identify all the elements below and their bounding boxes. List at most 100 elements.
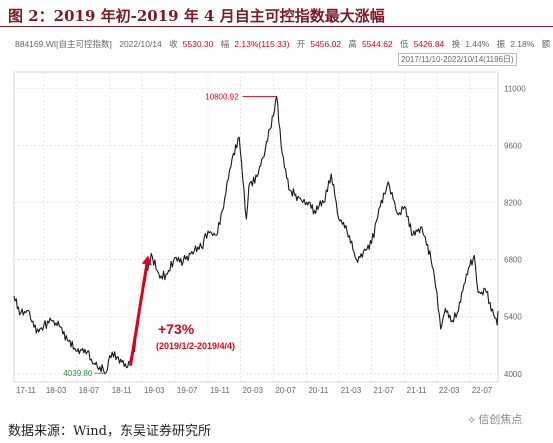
data-point bbox=[215, 234, 217, 236]
data-point bbox=[289, 189, 291, 191]
data-point bbox=[19, 314, 21, 316]
title-divider bbox=[0, 26, 553, 27]
high-value: 5544.62 bbox=[361, 39, 393, 49]
y-tick-label: 11000 bbox=[504, 84, 526, 93]
data-point bbox=[150, 253, 152, 254]
data-point bbox=[52, 320, 53, 322]
watermark-text: 信创焦点 bbox=[478, 414, 523, 426]
data-point bbox=[191, 251, 193, 252]
y-tick-label: 8200 bbox=[504, 199, 522, 208]
data-point bbox=[299, 197, 301, 199]
index-line-chart: 4000 5400 6800 8200 9600 11000 17-11 18-03 18-07… bbox=[13, 71, 526, 395]
open-value: 5456.02 bbox=[310, 39, 342, 49]
watermark: ⟡ 信创焦点 bbox=[468, 414, 523, 426]
x-tick-label: 21-03 bbox=[341, 386, 362, 395]
data-point bbox=[473, 255, 475, 257]
data-point bbox=[281, 153, 283, 155]
data-point bbox=[363, 251, 364, 252]
data-point bbox=[430, 259, 432, 261]
x-tick-label: 22-03 bbox=[439, 386, 460, 395]
period-label: (2019/1/2-2019/4/4) bbox=[156, 341, 235, 351]
gain-label: +73% bbox=[158, 321, 195, 337]
amplitude-value: 2.18% bbox=[510, 39, 535, 49]
data-point bbox=[174, 257, 176, 259]
data-point bbox=[76, 350, 78, 352]
data-point bbox=[412, 234, 414, 236]
index-code: 884169.WI[自主可控指数] bbox=[15, 39, 112, 49]
x-tick-label: 19-07 bbox=[177, 386, 198, 395]
data-point bbox=[451, 320, 453, 322]
data-point bbox=[338, 218, 340, 220]
x-tick-label: 18-03 bbox=[46, 386, 67, 395]
data-point bbox=[371, 242, 373, 244]
data-point bbox=[477, 291, 479, 293]
data-point bbox=[60, 326, 61, 328]
data-point bbox=[485, 291, 487, 293]
x-tick-label: 18-07 bbox=[79, 386, 100, 395]
figure-title: 图 2：2019 年初-2019 年 4 月自主可控指数最大涨幅 bbox=[8, 7, 385, 25]
data-point bbox=[182, 261, 184, 263]
data-point bbox=[93, 363, 95, 365]
y-tick-label: 6800 bbox=[504, 256, 522, 265]
data-point bbox=[159, 277, 161, 279]
gain-arrow-head bbox=[141, 255, 152, 266]
data-point bbox=[274, 108, 276, 110]
data-point bbox=[436, 291, 438, 293]
data-point bbox=[456, 312, 458, 314]
data-point bbox=[13, 295, 15, 297]
data-point bbox=[84, 348, 86, 350]
data-point bbox=[27, 310, 29, 312]
data-point bbox=[404, 206, 406, 208]
turnover-value: 1.44% bbox=[465, 39, 490, 49]
x-tick-label: 22-07 bbox=[472, 386, 493, 395]
low-label: 低 bbox=[400, 39, 409, 49]
low-value: 5426.84 bbox=[413, 39, 445, 49]
y-tick-label: 5400 bbox=[504, 313, 522, 322]
data-point bbox=[109, 355, 111, 356]
data-point bbox=[397, 214, 399, 216]
plot-frame bbox=[13, 71, 499, 383]
data-point bbox=[330, 173, 332, 175]
change-value: 2.13%(115.33) bbox=[234, 39, 290, 49]
data-point bbox=[356, 259, 357, 261]
data-point bbox=[306, 202, 308, 203]
open-label: 开 bbox=[296, 39, 306, 49]
gain-arrow bbox=[128, 261, 149, 366]
data-point bbox=[257, 173, 259, 175]
data-point bbox=[201, 246, 202, 248]
y-tick-label: 9600 bbox=[504, 141, 522, 150]
y-tick-label: 4000 bbox=[504, 370, 522, 379]
data-point bbox=[461, 291, 463, 293]
data-point bbox=[105, 371, 107, 373]
data-point bbox=[497, 310, 499, 312]
data-point bbox=[440, 328, 442, 330]
low-value-label: 4039.80 bbox=[63, 369, 92, 378]
quote-date: 2022/10/14 bbox=[119, 39, 162, 49]
data-point bbox=[166, 273, 168, 275]
close-label: 收 bbox=[169, 39, 178, 49]
amount-label: 额 bbox=[541, 39, 551, 49]
data-point bbox=[68, 340, 70, 342]
x-tick-label: 20-03 bbox=[243, 386, 264, 395]
x-tick-label: 18-11 bbox=[112, 386, 132, 395]
date-range-label: 2017/11/10-2022/10/14(1196日) bbox=[398, 53, 517, 66]
x-tick-label: 21-07 bbox=[374, 386, 395, 395]
data-point bbox=[496, 324, 498, 326]
data-point bbox=[43, 324, 45, 326]
x-tick-label: 17-11 bbox=[16, 386, 36, 395]
series-line bbox=[13, 95, 499, 375]
change-label: 幅 bbox=[220, 39, 230, 49]
data-point bbox=[323, 202, 325, 203]
high-value-label: 10800.92 bbox=[205, 92, 239, 101]
data-point bbox=[224, 197, 226, 199]
data-point bbox=[126, 367, 127, 369]
x-tick-label: 20-11 bbox=[308, 386, 328, 395]
data-point bbox=[35, 332, 37, 334]
x-tick-label: 21-11 bbox=[407, 386, 427, 395]
data-point bbox=[469, 265, 471, 267]
x-tick-label: 20-07 bbox=[275, 386, 296, 395]
data-point bbox=[117, 357, 119, 358]
data-source: 数据来源：Wind，东吴证券研究所 bbox=[8, 424, 211, 439]
amplitude-label: 振 bbox=[496, 39, 506, 49]
